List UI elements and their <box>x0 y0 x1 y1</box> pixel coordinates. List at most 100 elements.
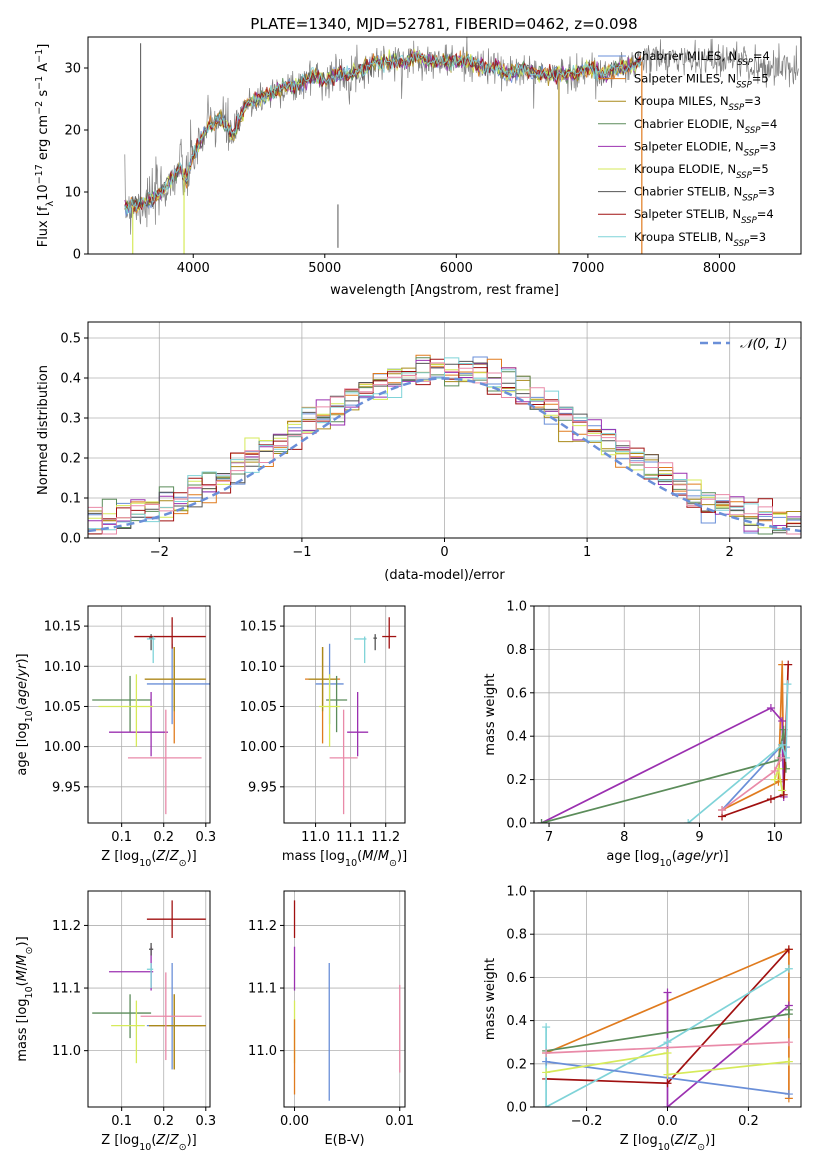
label-part: M <box>15 954 30 965</box>
legend-label-main: Chabrier STELIB, N <box>634 185 742 199</box>
y-tick-label: 0.4 <box>506 1014 527 1029</box>
x-axis-label: E(B-V) <box>324 1133 364 1148</box>
x-tick-label: 0.3 <box>195 1114 216 1129</box>
y-axis-label: age [log10(age/yr)] <box>15 653 35 775</box>
weight-marker <box>784 1005 793 1014</box>
x-tick-label: −2 <box>150 545 169 560</box>
label-part: )] <box>705 1133 715 1148</box>
y-tick-label: 11.2 <box>52 919 81 934</box>
label-part: 10 <box>139 1142 151 1153</box>
x-tick-label: 6000 <box>440 261 473 276</box>
spectrum-labels: wavelength [Angstrom, rest frame] Flux [f… <box>34 44 559 298</box>
errorbar-point-extra_pink <box>127 709 202 815</box>
x-tick-label: 8 <box>620 830 628 845</box>
x-tick-label: 0.1 <box>111 830 132 845</box>
y-tick-label: 11.2 <box>248 919 277 934</box>
label-part: 10 <box>345 858 357 869</box>
axes-frame <box>87 36 802 255</box>
residuals-frame: −2 −1 0 1 2 0.0 0.1 0.2 0.3 0.4 0.5 <box>60 321 802 560</box>
x-tick-label: 0.01 <box>385 1114 414 1129</box>
errorbar-point-chabrier-miles <box>146 643 210 725</box>
weight-line-salpeter-elodie <box>541 706 785 823</box>
label-part: Z <box>155 1133 166 1148</box>
x-tick-label: 11.0 <box>301 830 330 845</box>
legend-label-main: Kroupa STELIB, N <box>634 230 734 244</box>
x-tick-label: 2 <box>726 545 734 560</box>
y-tick-label: 10.00 <box>240 740 277 755</box>
legend-label-sub: SSP <box>729 103 745 113</box>
label-part: / <box>15 965 30 970</box>
label-part: M <box>15 970 30 981</box>
y-tick-label: 20 <box>64 124 81 139</box>
weight-marker <box>718 805 727 814</box>
errorbar-point-kroupa-elodie <box>98 674 154 747</box>
weight-line-chabrier-miles <box>721 742 787 811</box>
x-tick-label: 0 <box>440 545 448 560</box>
errorbar-point-extra_pink <box>140 972 202 1061</box>
y-axis-label: Normed distribution <box>36 365 51 495</box>
errorbar-point-salpeter-miles <box>144 646 206 744</box>
axes-frame <box>87 890 211 1108</box>
label-part: ( <box>15 981 30 986</box>
label-part: age <box>677 849 701 864</box>
y-tick-label: 0.2 <box>506 1057 527 1072</box>
label-part: mass [log <box>282 849 345 864</box>
weight-marker <box>778 717 787 726</box>
axes-frame <box>283 890 406 1108</box>
label-part: Z [log <box>101 849 139 864</box>
y-tick-label: 10.00 <box>44 740 81 755</box>
y-tick-label: 0.2 <box>506 773 527 788</box>
weight-line-kroupa-stelib <box>545 968 790 1107</box>
weight-marker <box>784 660 793 669</box>
y-tick-label: 0 <box>73 248 81 263</box>
y-tick-label: 0.6 <box>506 686 527 701</box>
legend-label-tail: =4 <box>753 49 770 63</box>
weight-marker <box>783 680 792 689</box>
errorbar-point-salpeter-stelib <box>134 617 206 649</box>
age_vs_mass-labels: mass [log10(M/M⊙)] <box>282 849 407 869</box>
legend-label-tail: =3 <box>744 94 761 108</box>
mass_vs_ebv-points <box>293 900 401 1101</box>
histogram-group <box>88 354 801 535</box>
y-tick-label: 9.95 <box>248 780 277 795</box>
label-part: −17 <box>34 164 45 184</box>
label-part: age [log <box>606 849 659 864</box>
age_vs_Z-labels: Z [log10(Z/Z⊙)]age [log10(age/yr)] <box>15 653 197 868</box>
x-tick-label: 5000 <box>308 261 341 276</box>
x-tick-label: 0.2 <box>738 1114 759 1129</box>
x-tick-label: 0.3 <box>195 830 216 845</box>
weight-marker <box>542 1057 551 1066</box>
x-axis-label: Z [log10(Z/Z⊙)] <box>101 1133 196 1153</box>
legend-label-tail: =3 <box>749 230 766 244</box>
y-tick-label: 10.10 <box>44 660 81 675</box>
label-part: 10 <box>24 710 35 722</box>
label-part: 10 <box>139 858 151 869</box>
label-part: )] <box>15 653 30 663</box>
y-tick-label: 0.0 <box>506 817 527 832</box>
y-axis-label: mass weight <box>483 958 498 1040</box>
x-tick-label: 9 <box>695 830 703 845</box>
weight-marker <box>784 945 793 954</box>
y-tick-label: 10.15 <box>240 620 277 635</box>
x-tick-label: 0.1 <box>111 1114 132 1129</box>
x-tick-label: 8000 <box>703 261 736 276</box>
weight-line-kroupa-elodie <box>545 1052 789 1076</box>
label-part: Flux [f <box>36 206 51 247</box>
legend-label: 𝒩(0, 1) <box>740 337 787 352</box>
weight_vs_age-frame: 7 8 9 10 0.0 0.2 0.4 0.6 0.8 1.0 <box>506 600 802 845</box>
label-part: M <box>378 849 389 864</box>
weight-marker <box>766 703 775 712</box>
label-part: −1 <box>34 49 45 63</box>
weight-line-salpeter-elodie <box>666 992 790 1107</box>
figure-title: PLATE=1340, MJD=52781, FIBERID=0462, z=0… <box>250 15 637 33</box>
errorbar-point-kroupa-stelib <box>146 963 154 989</box>
x-axis-label: wavelength [Angstrom, rest frame] <box>330 283 559 298</box>
weight-marker <box>770 775 779 784</box>
errorbar-point-salpeter-elodie <box>109 946 154 991</box>
errorbar-point-kroupa-stelib <box>146 636 156 664</box>
weight-marker <box>542 1103 551 1107</box>
label-part: )] <box>187 849 197 864</box>
label-part: M <box>362 849 373 864</box>
y-tick-label: 9.95 <box>52 780 81 795</box>
